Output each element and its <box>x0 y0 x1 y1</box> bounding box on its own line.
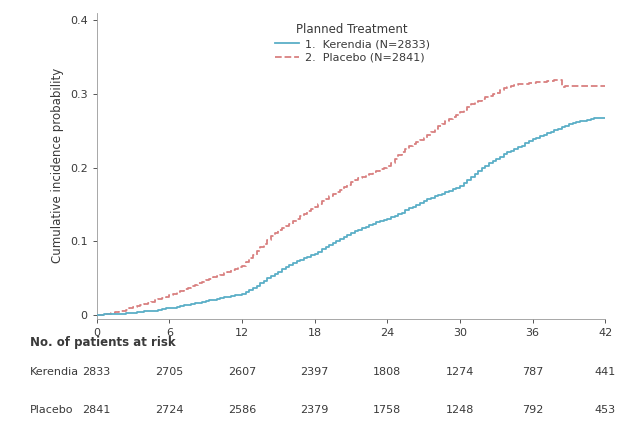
Text: Placebo: Placebo <box>30 405 74 415</box>
Text: 1758: 1758 <box>373 405 401 415</box>
Text: 441: 441 <box>595 367 616 377</box>
Text: 2833: 2833 <box>82 367 111 377</box>
Text: 2724: 2724 <box>155 405 183 415</box>
Y-axis label: Cumulative incidence probability: Cumulative incidence probability <box>51 68 64 264</box>
Text: 792: 792 <box>522 405 544 415</box>
Text: No. of patients at risk: No. of patients at risk <box>30 336 176 349</box>
Text: 1248: 1248 <box>446 405 474 415</box>
Text: 453: 453 <box>595 405 616 415</box>
Text: 2607: 2607 <box>228 367 256 377</box>
Text: Kerendia: Kerendia <box>30 367 79 377</box>
Text: 2397: 2397 <box>301 367 329 377</box>
Text: 2705: 2705 <box>155 367 183 377</box>
Legend: 1.  Kerendia (N=2833), 2.  Placebo (N=2841): 1. Kerendia (N=2833), 2. Placebo (N=2841… <box>270 19 434 67</box>
Text: 2379: 2379 <box>301 405 329 415</box>
Text: 787: 787 <box>522 367 544 377</box>
Text: 2586: 2586 <box>228 405 256 415</box>
Text: 2841: 2841 <box>82 405 111 415</box>
Text: 1808: 1808 <box>373 367 401 377</box>
Text: 1274: 1274 <box>446 367 474 377</box>
